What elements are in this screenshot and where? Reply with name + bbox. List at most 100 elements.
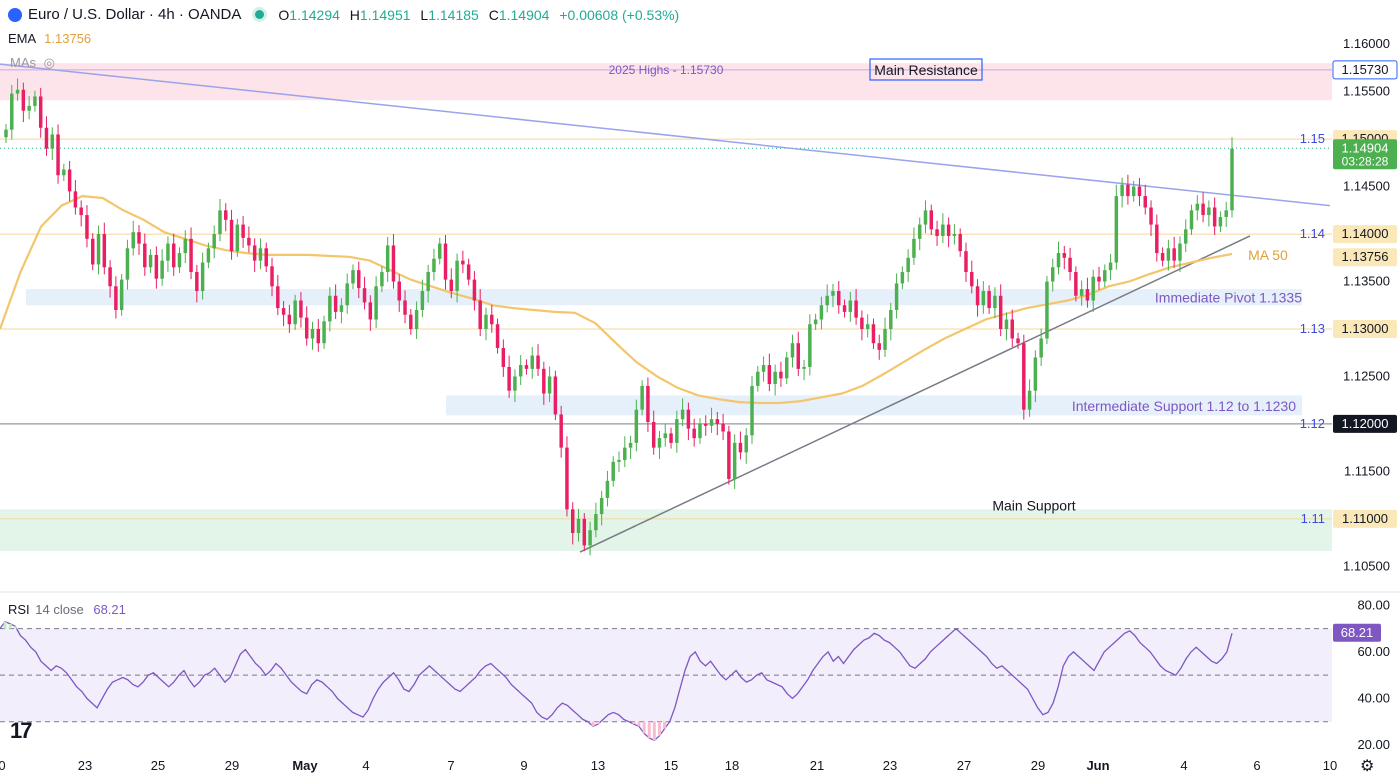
candle xyxy=(362,276,367,310)
settings-gear-icon[interactable]: ⚙ xyxy=(1360,758,1375,775)
candle-body xyxy=(1033,357,1038,391)
price-badge-text: 1.12000 xyxy=(1342,416,1389,431)
candle-body xyxy=(946,224,951,236)
candle-body xyxy=(1114,196,1119,263)
candle-body xyxy=(339,305,344,312)
time-tick-label: 25 xyxy=(151,758,165,773)
candle xyxy=(1045,275,1049,345)
candle xyxy=(628,435,633,460)
candle-body xyxy=(536,355,540,369)
candle xyxy=(1010,309,1014,348)
candle xyxy=(530,347,534,379)
candle xyxy=(1079,280,1084,306)
candle xyxy=(426,264,430,303)
candle xyxy=(10,85,14,140)
candle xyxy=(195,264,199,303)
candle-body xyxy=(756,371,760,386)
candle xyxy=(351,264,355,290)
candle-body xyxy=(466,264,471,280)
candle-body xyxy=(166,243,170,261)
candle xyxy=(998,284,1003,337)
candle-body xyxy=(680,409,685,420)
candle xyxy=(287,304,292,333)
candle-body xyxy=(709,419,714,426)
candle-body xyxy=(437,243,442,259)
time-tick-label: Jun xyxy=(1086,758,1109,773)
candle-body xyxy=(692,428,696,439)
zone-intermediate-support xyxy=(446,395,1302,416)
candle-body xyxy=(50,134,54,149)
candle xyxy=(1172,236,1176,268)
candle xyxy=(85,205,89,248)
candle xyxy=(1218,211,1223,233)
candle-body xyxy=(813,319,818,325)
rsi-legend[interactable]: RSI 14 close 68.21 xyxy=(8,602,126,617)
candle xyxy=(1062,245,1067,270)
candle xyxy=(501,339,506,377)
eye-hidden-icon[interactable]: ◎ xyxy=(43,55,55,70)
candle xyxy=(802,359,806,381)
candle-body xyxy=(790,343,795,358)
candle xyxy=(443,235,448,290)
candle xyxy=(559,405,563,458)
candle-body xyxy=(310,328,315,339)
candle xyxy=(310,321,315,350)
candle xyxy=(1178,236,1182,273)
candle-body xyxy=(1230,148,1234,211)
candle-body xyxy=(1091,276,1095,301)
candle xyxy=(917,217,922,251)
candle-body xyxy=(1027,390,1032,410)
price-badge: 1.12000 xyxy=(1333,414,1397,433)
annotations-layer: 2025 Highs - 1.15730 Main Resistance MA 50… xyxy=(609,58,1325,526)
candle-body xyxy=(247,237,251,246)
price-badge: 1.11000 xyxy=(1333,509,1397,528)
price-badge-text: 1.13756 xyxy=(1342,249,1389,264)
candle-body xyxy=(964,251,968,273)
candle xyxy=(1039,328,1043,366)
annotation-2025-highs: 2025 Highs - 1.15730 xyxy=(609,63,724,77)
candle-body xyxy=(675,419,679,443)
ema-legend[interactable]: EMA 1.13756 xyxy=(8,31,91,46)
change-value: +0.00608 (+0.53%) xyxy=(559,6,680,23)
time-tick-label: 0 xyxy=(0,758,6,773)
candle xyxy=(380,266,384,292)
candle xyxy=(709,407,714,433)
candle xyxy=(970,260,974,294)
level-tag: 1.13 xyxy=(1300,321,1325,336)
candle-body xyxy=(62,169,66,176)
price-badge-text: 1.15730 xyxy=(1342,62,1389,77)
symbol-title[interactable]: Euro / U.S. Dollar · 4h · OANDA xyxy=(28,6,242,23)
zones-layer xyxy=(0,63,1332,552)
candle xyxy=(437,237,442,265)
candle xyxy=(299,291,303,328)
mas-legend[interactable]: MAs ◎ xyxy=(10,55,55,71)
price-badge: 1.13756 xyxy=(1333,248,1397,267)
candle-body xyxy=(842,305,847,312)
candle-body xyxy=(119,279,124,310)
candle-body xyxy=(108,267,112,287)
candle xyxy=(137,225,141,255)
ema-layer xyxy=(0,194,1233,405)
candle-body xyxy=(646,385,650,422)
candle xyxy=(860,310,864,341)
candle xyxy=(831,283,835,308)
candle xyxy=(21,82,26,123)
candle-body xyxy=(328,295,332,322)
trendlines-layer xyxy=(0,63,1331,553)
candle-body xyxy=(1218,216,1223,227)
candle xyxy=(987,285,991,314)
tradingview-logo-icon[interactable]: 17 xyxy=(10,718,33,743)
price-badge-bg xyxy=(1333,509,1397,528)
candle-body xyxy=(212,234,216,249)
price-tick-label: 1.16000 xyxy=(1343,36,1390,51)
candle xyxy=(941,213,945,244)
candle xyxy=(686,402,691,441)
candle-body xyxy=(258,248,263,261)
candle xyxy=(414,301,419,339)
candle xyxy=(784,351,789,385)
candle-body xyxy=(91,238,95,265)
candle-body xyxy=(276,286,280,309)
candle-body xyxy=(571,509,575,534)
candle xyxy=(1120,177,1124,208)
candle-body xyxy=(796,343,801,369)
